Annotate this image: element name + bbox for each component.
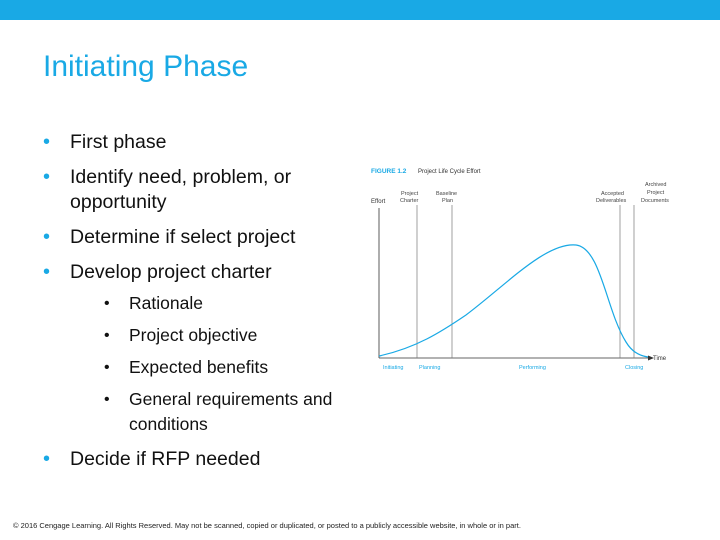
milestone-label: Plan [442, 198, 453, 204]
bullet-text: Develop project charter [70, 261, 272, 283]
figure-caption: Project Life Cycle Effort [418, 169, 481, 175]
phase-label: Planning [419, 365, 440, 371]
milestone-label: Archived [645, 182, 666, 188]
y-axis-label: Effort [371, 199, 386, 205]
figure-label: FIGURE 1.2 [371, 168, 407, 175]
life-cycle-figure: FIGURE 1.2 Project Life Cycle Effort Eff… [366, 160, 686, 375]
milestone-label: Project [647, 190, 665, 196]
sub-bullet-item: Project objective [70, 323, 363, 348]
phase-label: Initiating [383, 365, 404, 371]
life-cycle-diagram: FIGURE 1.2 Project Life Cycle Effort Eff… [371, 168, 669, 371]
bullet-item: First phase [43, 130, 363, 155]
milestone-label: Baseline [436, 191, 457, 197]
x-axis-arrow-icon [648, 355, 654, 361]
effort-curve [378, 244, 649, 358]
sub-bullet-item: Expected benefits [70, 355, 363, 380]
bullet-list: First phase Identify need, problem, or o… [43, 130, 363, 482]
milestone-label: Accepted [601, 191, 624, 197]
top-accent-bar [0, 0, 720, 20]
milestone-label: Documents [641, 198, 669, 204]
milestone-label: Project [401, 191, 419, 197]
bullet-item: Identify need, problem, or opportunity [43, 165, 363, 215]
x-axis-label: Time [653, 356, 667, 362]
milestone-label: Deliverables [596, 198, 627, 204]
phase-label: Closing [625, 365, 643, 371]
bullet-item: Determine if select project [43, 225, 363, 250]
bullet-item: Develop project charter Rationale Projec… [43, 260, 363, 437]
slide-title: Initiating Phase [43, 50, 249, 83]
bullet-item: Decide if RFP needed [43, 447, 363, 472]
copyright-footer: © 2016 Cengage Learning. All Rights Rese… [13, 521, 521, 530]
phase-label: Performing [519, 365, 546, 371]
sub-bullet-item: Rationale [70, 291, 363, 316]
sub-bullet-list: Rationale Project objective Expected ben… [70, 291, 363, 437]
sub-bullet-item: General requirements and conditions [70, 387, 363, 437]
milestone-label: Charter [400, 198, 419, 204]
